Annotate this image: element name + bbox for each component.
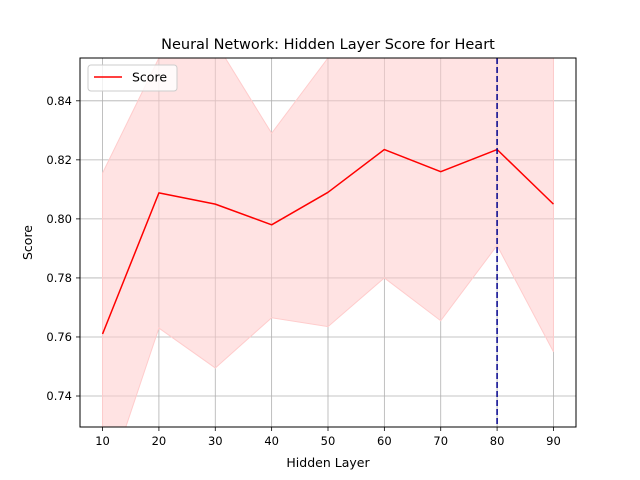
x-tick-label: 60 <box>377 434 392 448</box>
y-tick-label: 0.82 <box>46 153 72 167</box>
x-tick-label: 70 <box>433 434 448 448</box>
legend-label-score: Score <box>132 70 167 85</box>
y-tick-label: 0.84 <box>46 94 72 108</box>
x-tick-label: 20 <box>152 434 167 448</box>
x-tick-label: 40 <box>264 434 279 448</box>
legend: Score <box>87 64 178 92</box>
x-ticks: 10 20 30 40 50 60 70 80 90 <box>95 427 561 448</box>
x-tick-label: 30 <box>208 434 223 448</box>
legend-box <box>87 64 178 92</box>
x-tick-label: 90 <box>546 434 561 448</box>
series-lines <box>101 148 554 335</box>
confidence-band <box>102 58 554 427</box>
series-line-score <box>101 148 554 335</box>
x-tick-label: 80 <box>490 434 505 448</box>
y-axis-label: Score <box>20 225 35 260</box>
x-axis-label: Hidden Layer <box>286 455 370 470</box>
y-tick-label: 0.74 <box>46 389 72 403</box>
x-tick-label: 50 <box>321 434 336 448</box>
x-tick-label: 10 <box>95 434 110 448</box>
band-area <box>102 58 554 427</box>
chart-title: Neural Network: Hidden Layer Score for H… <box>161 37 495 53</box>
y-tick-label: 0.76 <box>46 330 72 344</box>
y-tick-label: 0.78 <box>46 271 72 285</box>
y-ticks: 0.74 0.76 0.78 0.80 0.82 0.84 <box>46 94 80 403</box>
y-tick-label: 0.80 <box>46 212 72 226</box>
